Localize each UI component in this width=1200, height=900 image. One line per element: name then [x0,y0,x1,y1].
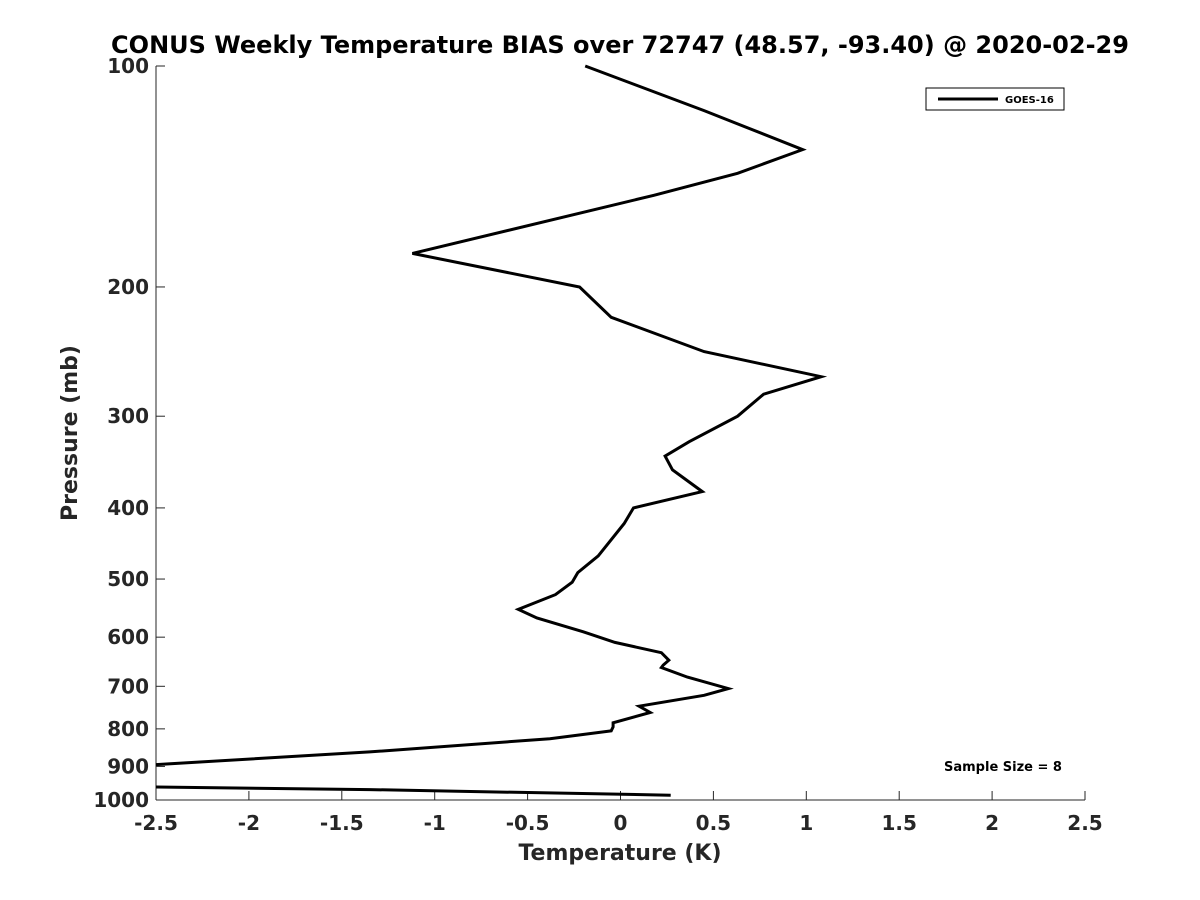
chart-title: CONUS Weekly Temperature BIAS over 72747… [111,31,1129,59]
y-tick-label: 1000 [93,788,149,812]
x-tick-label: -1.5 [320,811,364,835]
y-tick-label: 100 [107,54,149,78]
y-tick-label: 600 [107,625,149,649]
x-tick-label: 0.5 [696,811,731,835]
y-tick-label: 200 [107,275,149,299]
x-tick-label: 2.5 [1067,811,1102,835]
series-line-segment-2 [155,785,671,797]
legend-label-goes-16: GOES-16 [1005,95,1054,106]
x-tick-label: 0 [614,811,628,835]
x-tick-label: -0.5 [506,811,550,835]
x-tick-label: -2.5 [134,811,178,835]
y-tick-label: 900 [107,754,149,778]
y-tick-label: 500 [107,567,149,591]
x-tick-label: -2 [238,811,260,835]
x-axis-label: Temperature (K) [518,841,721,866]
plot-lines [155,64,828,797]
x-tick-label: 2 [985,811,999,835]
legend: GOES-16 [925,87,1065,111]
x-tick-label: 1.5 [881,811,916,835]
y-tick-label: 700 [107,674,149,698]
x-tick-label: 1 [799,811,813,835]
y-tick-label: 400 [107,496,149,520]
y-tick-label: 800 [107,717,149,741]
sample-size-annotation: Sample Size = 8 [944,760,1062,775]
x-tick-label: -1 [424,811,446,835]
axes: -2.5 -2 -1.5 -1 -0.5 0 0.5 1 1.5 2 2.5 100 200 300 400… [93,54,1102,835]
series-line-goes-16 [155,64,828,767]
y-axis-label: Pressure (mb) [58,345,83,521]
y-tick-label: 300 [107,404,149,428]
